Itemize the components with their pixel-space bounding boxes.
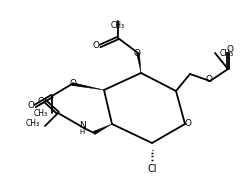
Polygon shape [93, 124, 112, 134]
Text: CH₃: CH₃ [26, 119, 40, 129]
Text: O: O [38, 96, 45, 106]
Text: O: O [27, 102, 34, 110]
Text: Cl: Cl [147, 164, 157, 174]
Text: O: O [185, 119, 192, 129]
Text: H: H [79, 129, 85, 135]
Text: N: N [79, 121, 85, 129]
Polygon shape [136, 53, 141, 73]
Text: CH₃: CH₃ [111, 20, 125, 30]
Text: O: O [134, 49, 141, 58]
Polygon shape [72, 83, 104, 90]
Text: CH₃: CH₃ [34, 108, 48, 117]
Text: O: O [93, 41, 100, 50]
Text: O: O [206, 75, 213, 85]
Text: O: O [69, 79, 76, 89]
Text: CH₃: CH₃ [220, 49, 234, 58]
Text: O: O [227, 45, 234, 54]
